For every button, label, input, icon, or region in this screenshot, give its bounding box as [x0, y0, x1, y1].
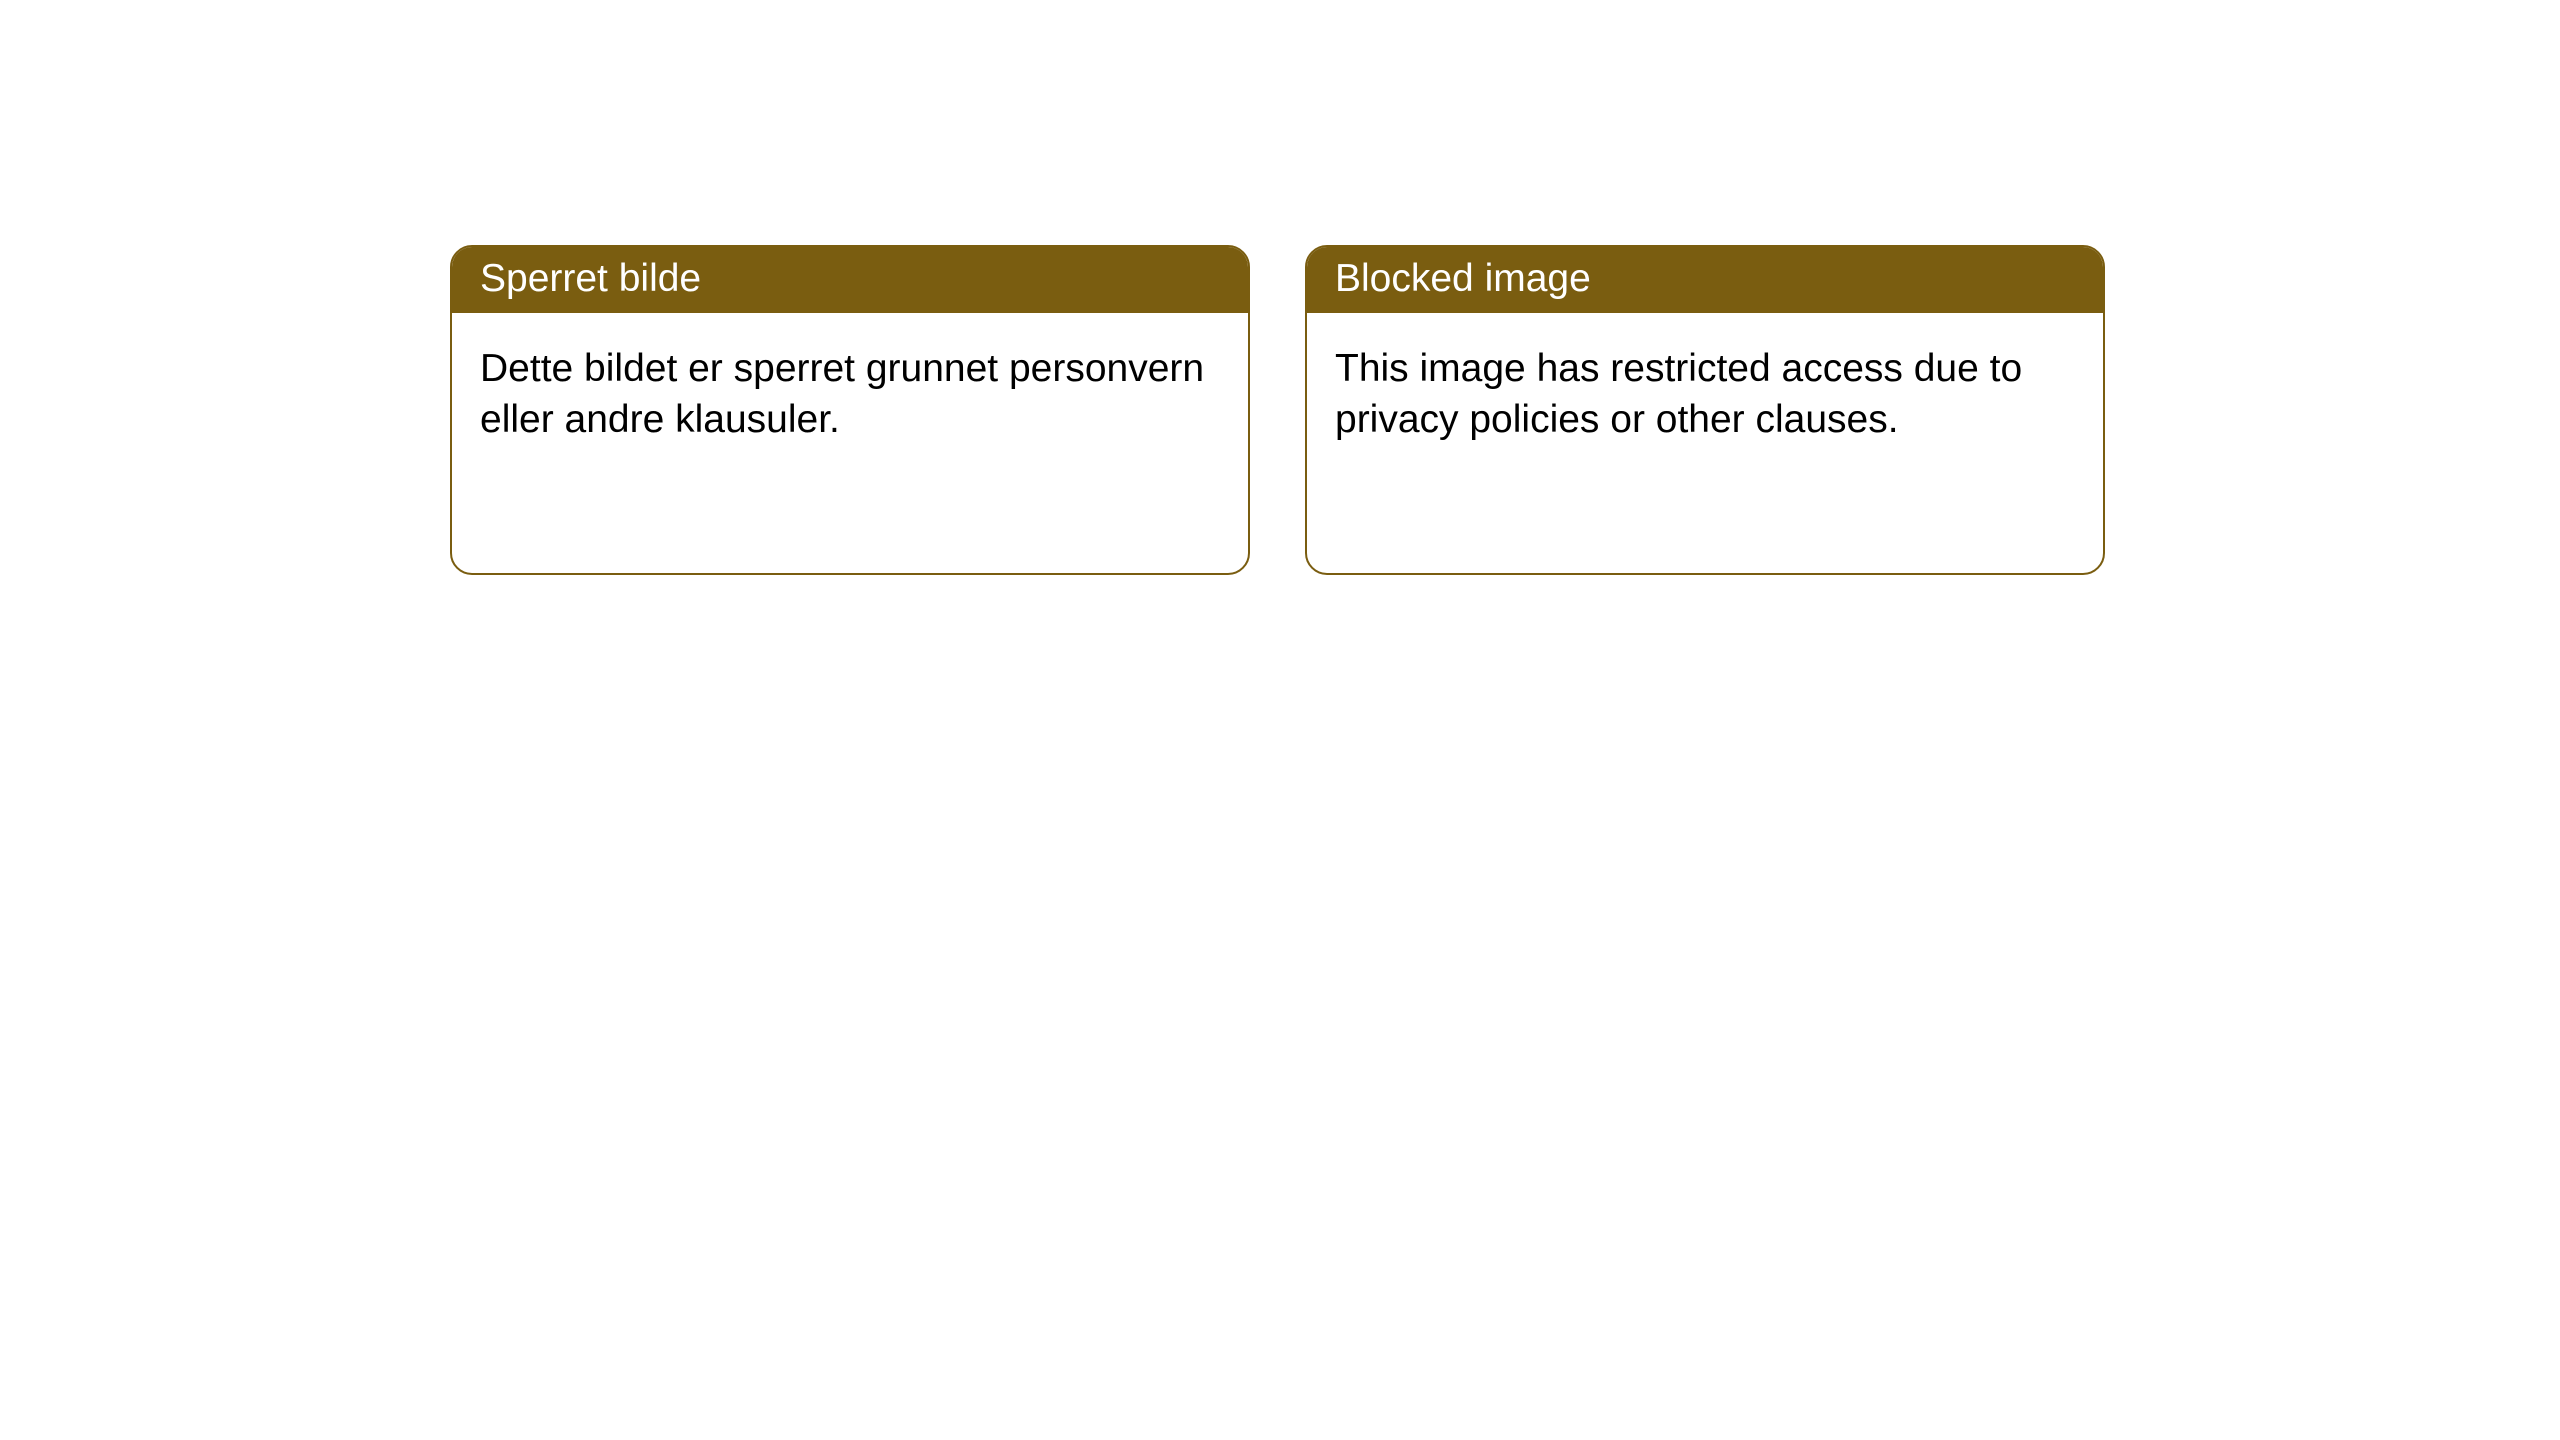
notice-card-norwegian: Sperret bilde Dette bildet er sperret gr… [450, 245, 1250, 575]
card-body-text: This image has restricted access due to … [1335, 347, 2022, 441]
card-title: Blocked image [1335, 257, 1591, 300]
card-body: Dette bildet er sperret grunnet personve… [452, 313, 1248, 476]
card-header: Sperret bilde [452, 247, 1248, 313]
card-body-text: Dette bildet er sperret grunnet personve… [480, 347, 1204, 441]
notice-cards-container: Sperret bilde Dette bildet er sperret gr… [450, 245, 2560, 575]
card-header: Blocked image [1307, 247, 2103, 313]
card-title: Sperret bilde [480, 257, 701, 300]
notice-card-english: Blocked image This image has restricted … [1305, 245, 2105, 575]
card-body: This image has restricted access due to … [1307, 313, 2103, 476]
